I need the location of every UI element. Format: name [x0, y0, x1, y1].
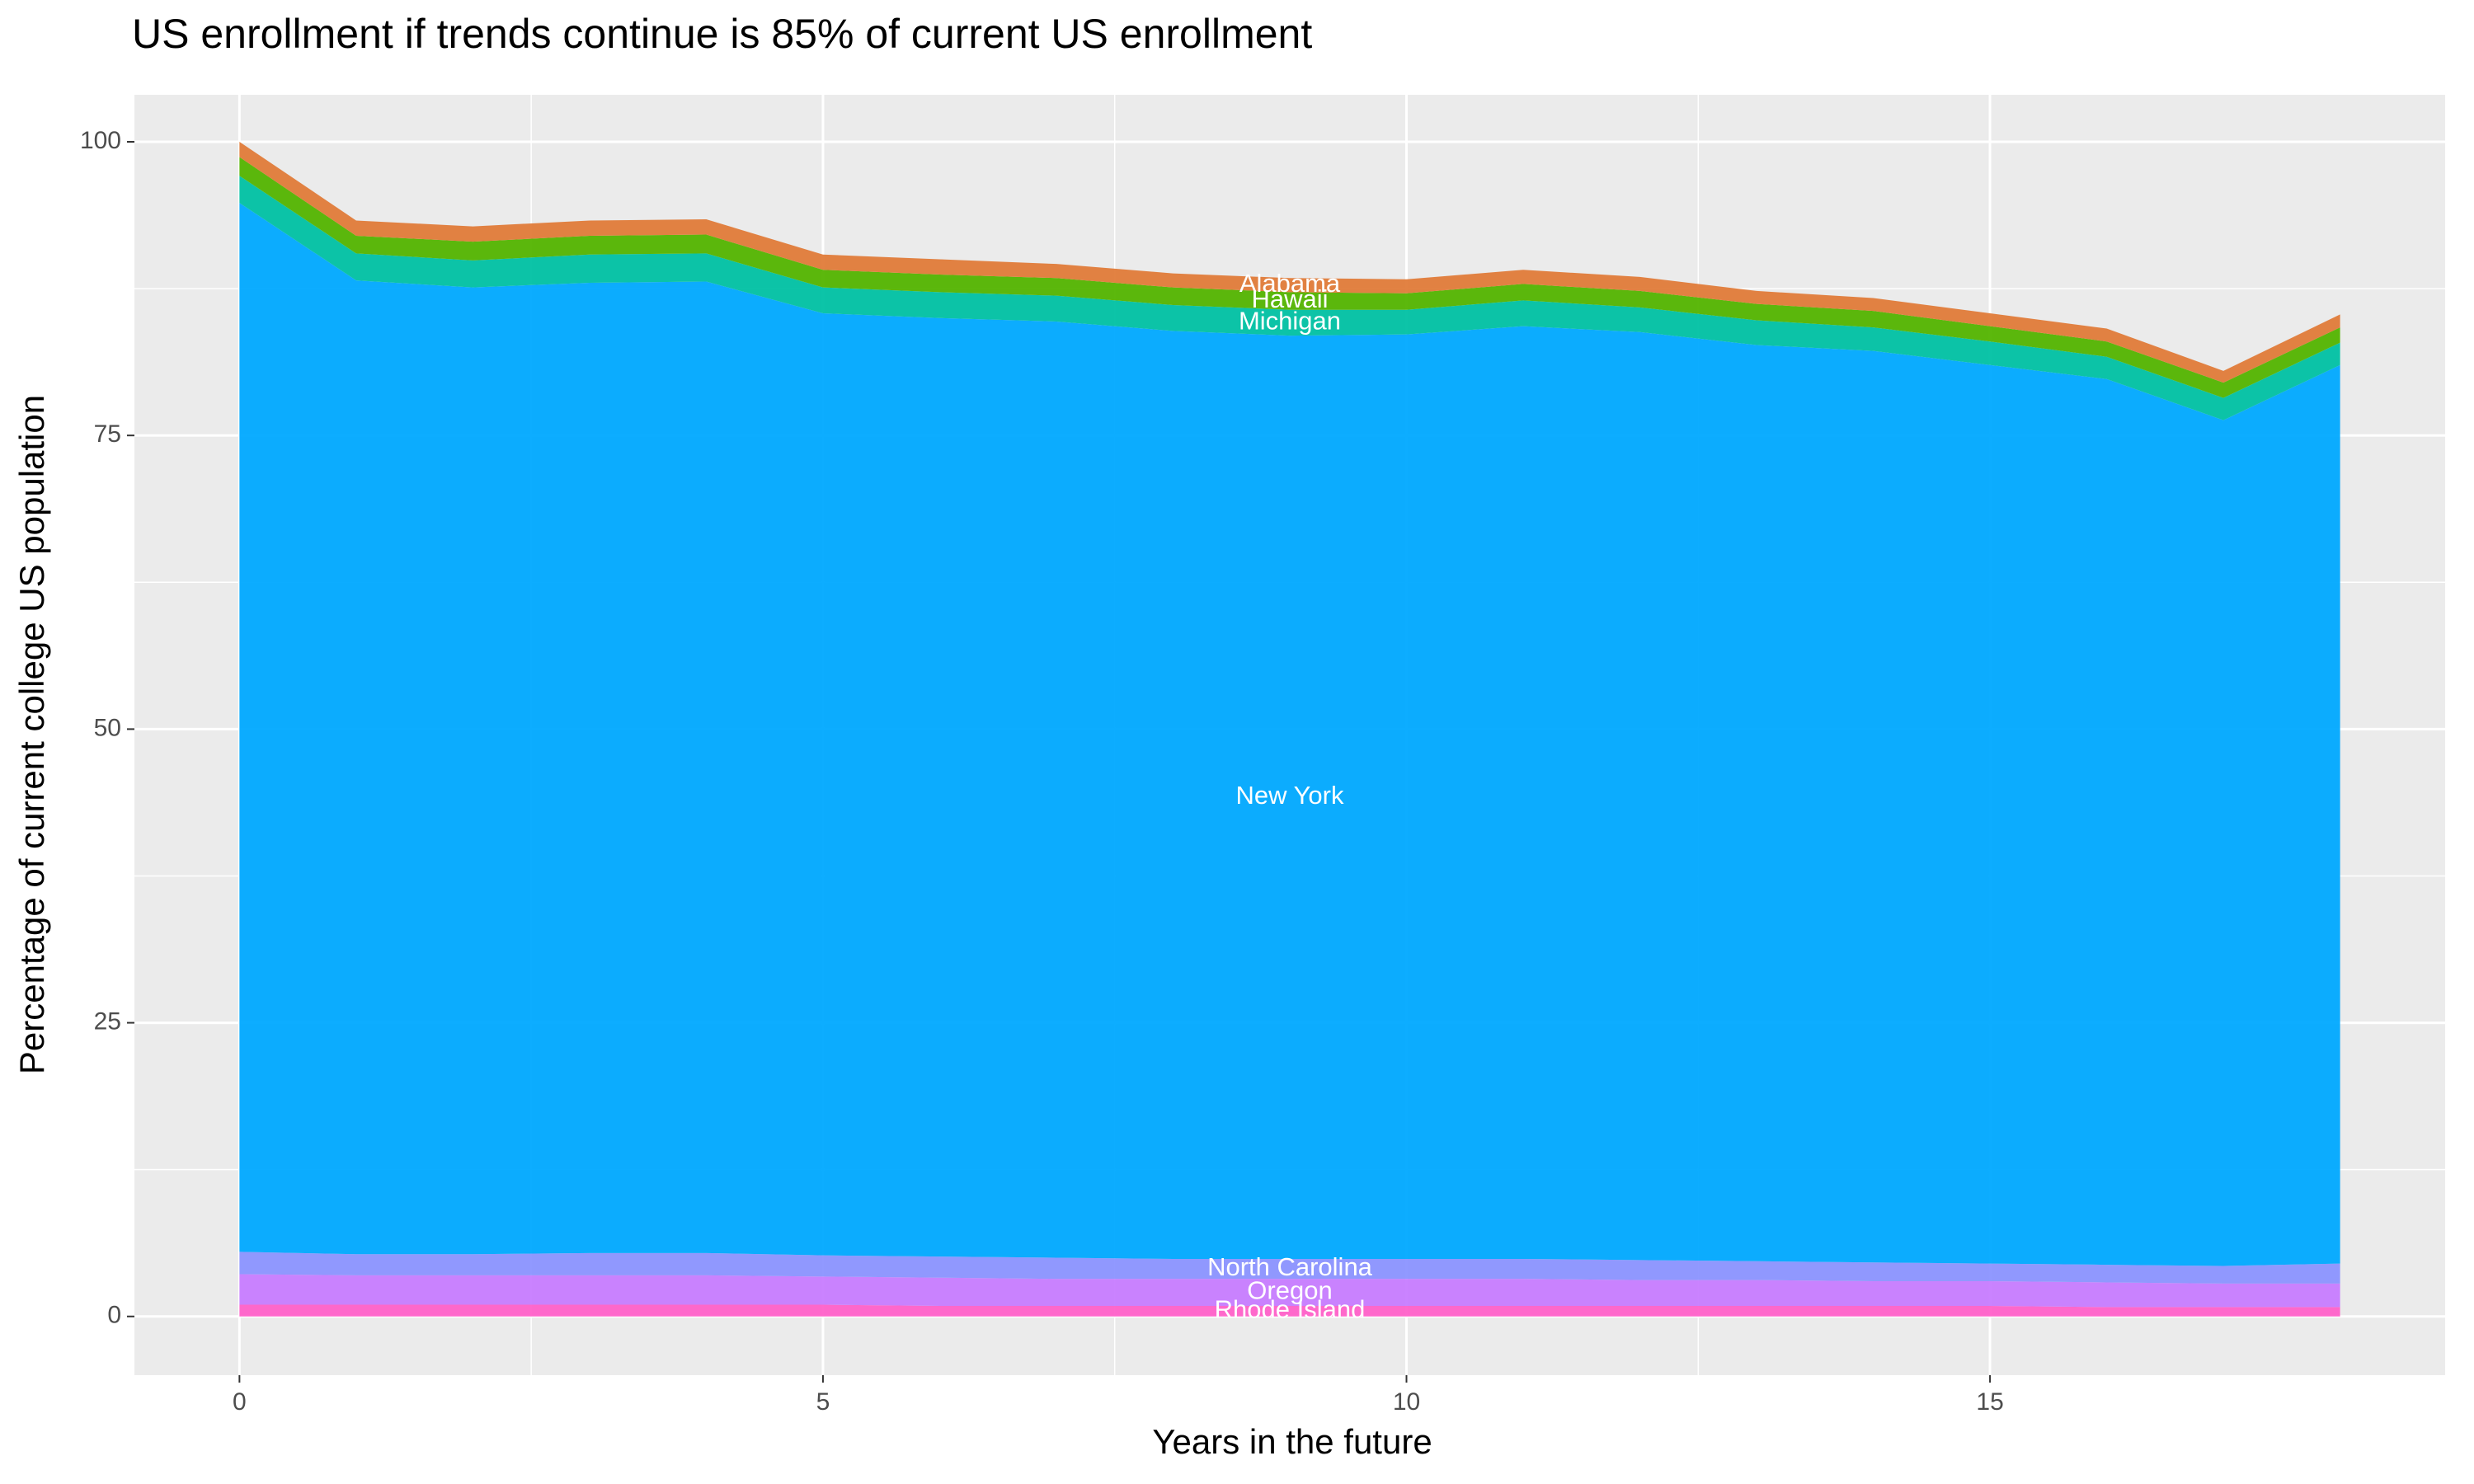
series-label: Alabama [1239, 269, 1341, 298]
x-tick-label: 10 [1393, 1388, 1420, 1416]
area [239, 1274, 2340, 1308]
y-tick-label: 25 [94, 1007, 121, 1035]
y-axis-title: Percentage of current college US populat… [12, 395, 51, 1074]
x-axis-title: Years in the future [1152, 1422, 1432, 1461]
series-label: Michigan [1239, 307, 1341, 336]
y-tick-label: 100 [80, 127, 121, 154]
series-label: Oregon [1247, 1276, 1332, 1305]
series-label: New York [1236, 781, 1344, 810]
y-tick-label: 75 [94, 420, 121, 448]
chart-title: US enrollment if trends continue is 85% … [132, 11, 1312, 57]
x-tick-label: 15 [1976, 1388, 2003, 1416]
y-tick-label: 0 [107, 1302, 121, 1329]
area [239, 203, 2340, 1266]
x-tick-label: 5 [816, 1388, 830, 1416]
area [239, 1304, 2340, 1317]
series-label: North Carolina [1207, 1252, 1373, 1281]
x-tick-label: 0 [233, 1388, 247, 1416]
y-tick-label: 50 [94, 714, 121, 741]
series-label: Hawaii [1251, 284, 1328, 313]
series-label: Rhode Island [1215, 1295, 1366, 1324]
area [239, 1252, 2340, 1284]
